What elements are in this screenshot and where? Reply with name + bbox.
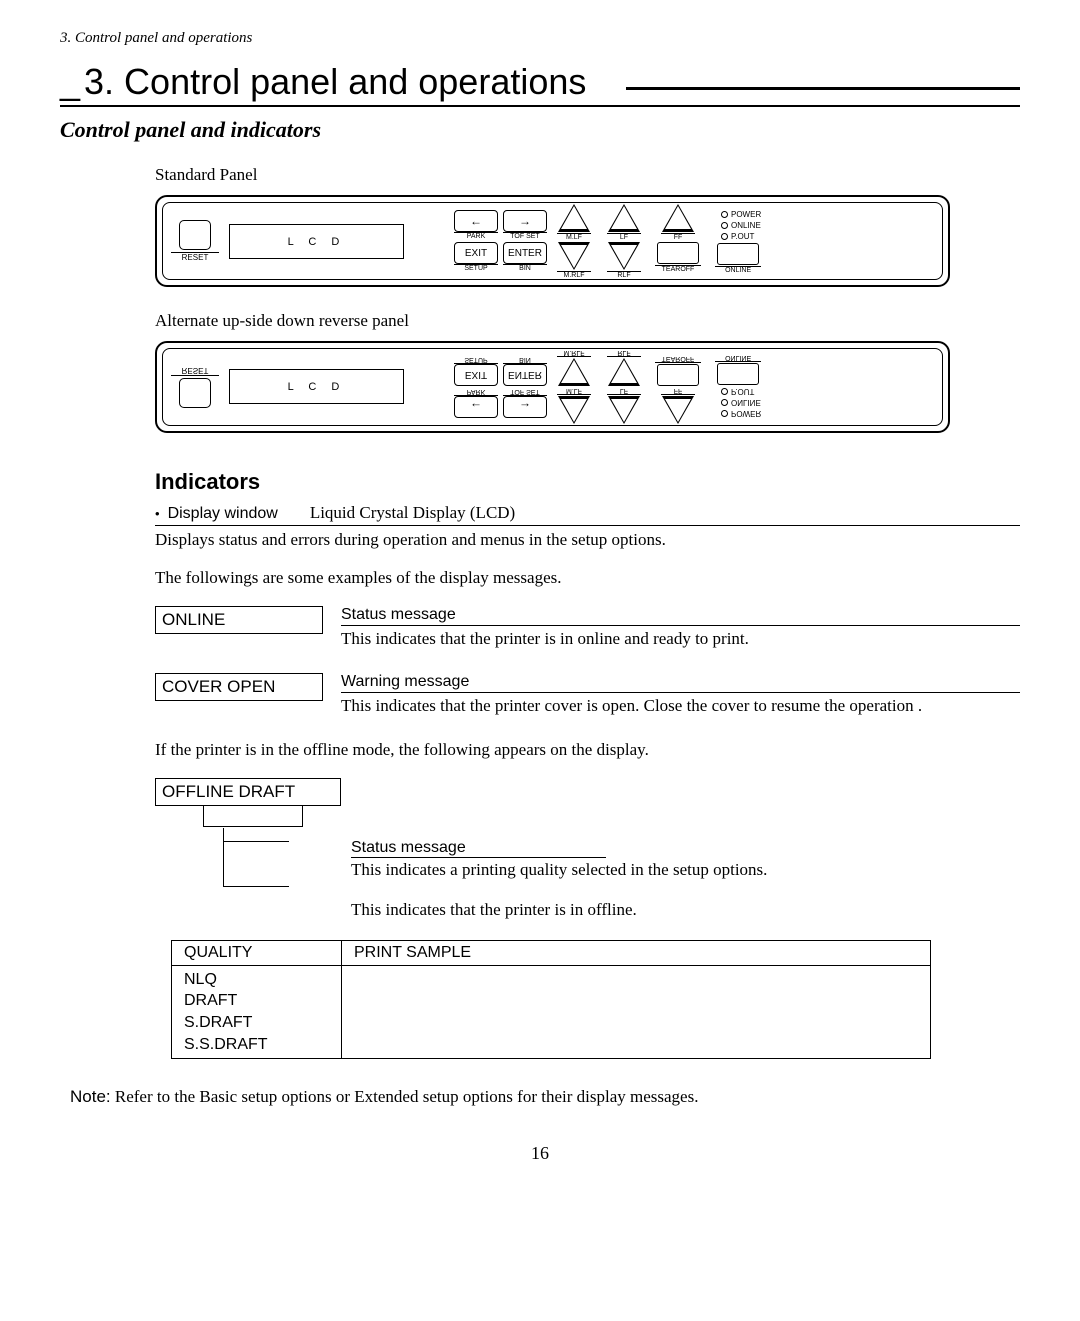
table-cell-qualities: NLQ DRAFT S.DRAFT S.S.DRAFT <box>172 965 342 1058</box>
down-triangle-icon: ↓ <box>558 242 590 270</box>
left-arrow-button: ← <box>454 210 498 232</box>
up-triangle-icon: ↑ <box>558 204 590 232</box>
offline-sub-box <box>203 805 303 827</box>
page-number: 16 <box>60 1143 1020 1164</box>
online-button <box>717 243 759 265</box>
cover-open-display-box: COVER OPEN <box>155 673 323 701</box>
lcd-display: L C D <box>229 224 404 259</box>
online-led-icon <box>721 222 728 229</box>
chapter-title: _3. Control panel and operations <box>60 61 1020 107</box>
running-header: 3. Control panel and operations <box>60 30 1020 47</box>
ff-triangle-icon <box>662 204 694 232</box>
display-window-row: • Display window Liquid Crystal Display … <box>155 503 1020 526</box>
alternate-panel-diagram: RESET L C D ← PARK → TOF SET EXIT <box>155 341 950 433</box>
offline-intro: If the printer is in the offline mode, t… <box>155 740 1020 760</box>
offline-example: OFFLINE DRAFT Status message This indica… <box>155 778 1020 920</box>
quality-table: QUALITY PRINT SAMPLE NLQ DRAFT S.DRAFT S… <box>171 940 931 1059</box>
online-display-box: ONLINE <box>155 606 323 634</box>
example-online: ONLINE Status message This indicates tha… <box>155 606 1020 651</box>
offline-display-box: OFFLINE DRAFT <box>155 778 341 806</box>
table-cell-samples <box>342 965 931 1058</box>
display-body-text: Displays status and errors during operat… <box>155 530 1020 550</box>
reset-button <box>179 220 211 250</box>
lf-triangle-icon <box>608 204 640 232</box>
section-heading: Control panel and indicators <box>60 117 1020 143</box>
enter-button: ENTER <box>503 242 547 264</box>
standard-panel-label: Standard Panel <box>155 165 1020 185</box>
example-cover-open: COVER OPEN Warning message This indicate… <box>155 673 1020 718</box>
exit-button: EXIT <box>454 242 498 264</box>
table-header-quality: QUALITY <box>172 940 342 965</box>
examples-intro: The followings are some examples of the … <box>155 568 1020 588</box>
pout-led-icon <box>721 233 728 240</box>
right-arrow-button: → <box>503 210 547 232</box>
power-led-icon <box>721 211 728 218</box>
table-header-sample: PRINT SAMPLE <box>342 940 931 965</box>
tearoff-button <box>657 242 699 264</box>
indicators-heading: Indicators <box>155 469 1020 495</box>
alternate-panel-label: Alternate up-side down reverse panel <box>155 311 1020 331</box>
standard-panel-diagram: RESET L C D ← PARK → TOF SET EXIT <box>155 195 950 287</box>
rlf-triangle-icon <box>608 242 640 270</box>
note-line: Note: Refer to the Basic setup options o… <box>70 1087 1020 1107</box>
